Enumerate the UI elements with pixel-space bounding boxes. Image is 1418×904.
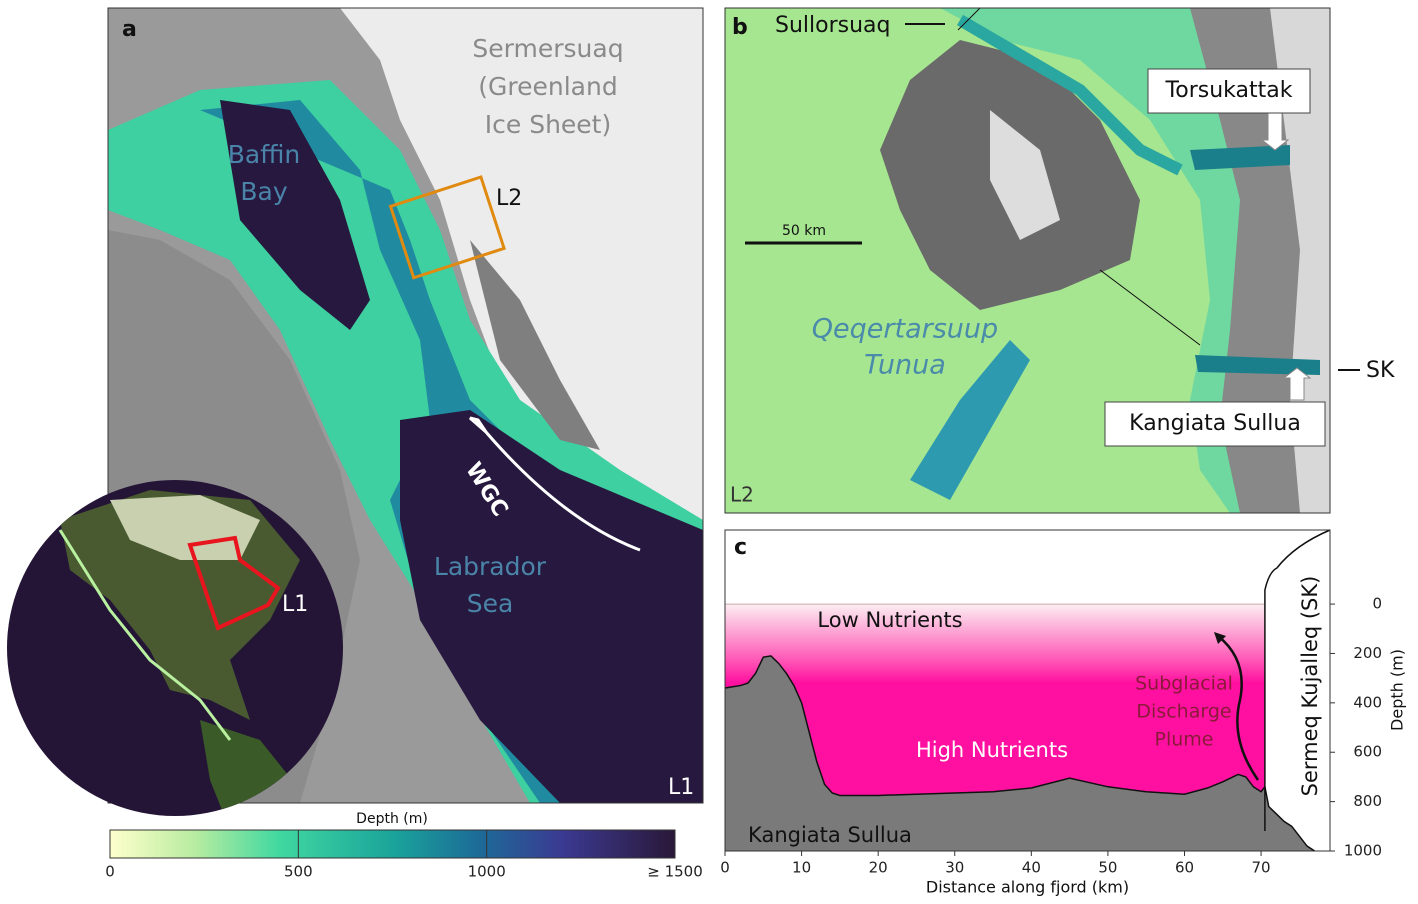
y-tick-label: 200 bbox=[1353, 644, 1382, 662]
annotation: High Nutrients bbox=[916, 738, 1068, 762]
depth-profile: 0 10 20 30 40 50 60 70 0 200 400 600 800 1000 Distance… bbox=[720, 529, 1407, 897]
annotation: Sermeq Kujalleq (SK) bbox=[1298, 576, 1322, 797]
colorbar-tick-label: 1000 bbox=[468, 863, 506, 881]
annotation: Discharge bbox=[1136, 701, 1231, 723]
glacier-face bbox=[1264, 529, 1331, 831]
x-tick-label: 0 bbox=[720, 859, 730, 877]
x-tick-label: 20 bbox=[869, 859, 888, 877]
y-tick-label: 400 bbox=[1353, 693, 1382, 711]
ice-sheet-label: Sermersuaq bbox=[472, 34, 623, 63]
panel-label: b bbox=[732, 15, 748, 40]
bed-area bbox=[725, 655, 1315, 851]
x-tick-label: 10 bbox=[792, 859, 811, 877]
ice-sheet-label: (Greenland bbox=[478, 72, 617, 101]
annotation: Subglacial bbox=[1135, 673, 1233, 695]
colorbar bbox=[109, 829, 676, 859]
strait-label: Tunua bbox=[864, 350, 946, 381]
panel-label: a bbox=[122, 17, 137, 42]
colorbar-tick-label: ≥ 1500 bbox=[647, 863, 703, 881]
plume-arrow bbox=[1217, 635, 1260, 781]
colorbar-tick-label: 500 bbox=[284, 863, 313, 881]
annotation: Kangiata Sullua bbox=[748, 823, 912, 847]
y-tick-label: 600 bbox=[1353, 743, 1382, 761]
x-tick-label: 40 bbox=[1022, 859, 1041, 877]
y-axis-label: Depth (m) bbox=[1388, 649, 1407, 731]
box-label: L2 bbox=[496, 186, 522, 211]
sea-label: Labrador bbox=[434, 552, 547, 581]
label-box bbox=[1104, 401, 1326, 447]
globe: L1 bbox=[7, 480, 343, 816]
colorbar-tick-label: 0 bbox=[105, 863, 115, 881]
x-tick-label: 30 bbox=[945, 859, 964, 877]
fjord-label: Torsukattak bbox=[1165, 78, 1293, 103]
x-tick-label: 70 bbox=[1252, 859, 1271, 877]
glacier-label: SK bbox=[1366, 358, 1395, 383]
x-axis-label: Distance along fjord (km) bbox=[926, 878, 1129, 897]
annotation: Plume bbox=[1155, 729, 1214, 751]
sea-label: Sea bbox=[467, 589, 514, 618]
y-tick-label: 0 bbox=[1372, 595, 1382, 613]
plume-arrowhead bbox=[1214, 632, 1226, 644]
x-tick-label: 60 bbox=[1175, 859, 1194, 877]
bed-line bbox=[724, 655, 1316, 852]
globe-box-label: L1 bbox=[282, 592, 308, 617]
corner-label: L2 bbox=[730, 483, 754, 507]
scale-label: 50 km bbox=[782, 223, 826, 239]
fjord-label: Kangiata Sullua bbox=[1129, 411, 1301, 436]
annotation: Low Nutrients bbox=[817, 608, 962, 632]
y-tick-label: 800 bbox=[1353, 792, 1382, 810]
ice-sheet-label: Ice Sheet) bbox=[485, 110, 611, 139]
panel-label: c bbox=[734, 535, 747, 560]
bay-label: Baffin bbox=[228, 140, 301, 169]
x-tick-label: 50 bbox=[1098, 859, 1117, 877]
y-tick-label: 1000 bbox=[1344, 842, 1382, 860]
strait-label: Qeqertarsuup bbox=[812, 314, 998, 345]
place-label: Sullorsuaq bbox=[775, 13, 891, 38]
colorbar-title: Depth (m) bbox=[356, 811, 428, 827]
label-box bbox=[1147, 68, 1311, 114]
axes-frame bbox=[724, 529, 1331, 852]
map-b-frame bbox=[724, 7, 1331, 514]
map-a-frame bbox=[107, 7, 704, 804]
bay-label: Bay bbox=[240, 177, 287, 206]
corner-label: L1 bbox=[668, 775, 694, 800]
